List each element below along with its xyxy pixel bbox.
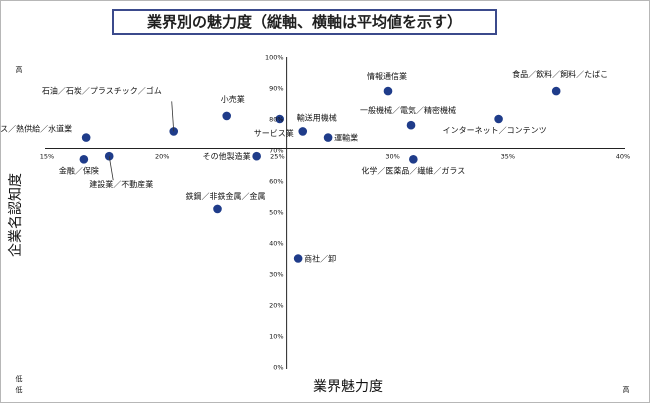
point-label: 鉄鋼／非鉄金属／金属 (185, 191, 265, 201)
y-tick-label: 80% (269, 116, 283, 124)
data-point (298, 127, 308, 136)
point-label: 石油／石炭／プラスチック／ゴム (42, 85, 162, 95)
y-tick-label: 20% (269, 302, 283, 310)
y-tick-label: 100% (265, 54, 284, 62)
data-point (494, 114, 503, 124)
x-high-label: 高 (623, 385, 630, 394)
y-tick-label: 0% (273, 364, 283, 372)
x-tick-label: 15% (40, 152, 54, 160)
y-tick-label: 30% (269, 271, 283, 279)
point-label: 電気／ガス／熱供給／水道業 (0, 124, 72, 134)
y-tick-label: 70% (269, 147, 283, 155)
data-point (409, 155, 418, 164)
point-label: 商社／卸 (304, 254, 336, 264)
point-label: サービス業 (254, 128, 294, 138)
chart-title: 業界別の魅力度（縦軸、横軸は平均値を示す） (112, 9, 497, 35)
data-point (81, 133, 91, 142)
y-tick-label: 60% (269, 178, 283, 186)
x-tick-label: 20% (155, 152, 169, 160)
point-label: 食品／飲料／飼料／たばこ (512, 69, 608, 79)
y-tick-label: 40% (269, 240, 283, 248)
x-tick-label: 25% (270, 152, 284, 160)
x-axis-title: 業界魅力度 (313, 379, 383, 395)
data-point (275, 114, 285, 124)
point-label: 輸送用機械 (297, 112, 337, 122)
point-label: インターネット／コンテンツ (443, 126, 547, 135)
leader-line (171, 101, 175, 132)
data-point (551, 86, 561, 96)
data-point (323, 133, 333, 142)
y-tick-label: 90% (269, 85, 283, 93)
data-point (222, 111, 232, 121)
point-label: その他製造業 (203, 151, 251, 161)
data-point (383, 86, 393, 96)
y-low-label: 低 (16, 374, 23, 383)
point-label: 運輸業 (334, 133, 358, 143)
data-point (104, 151, 114, 161)
x-tick-label: 35% (501, 152, 515, 160)
point-label: 情報通信業 (367, 71, 407, 81)
data-point (213, 204, 222, 214)
data-point (406, 120, 416, 130)
point-label: 金融／保険 (59, 165, 99, 175)
data-point (79, 155, 89, 164)
data-point (293, 254, 303, 263)
y-axis-title: 企業名認知度 (7, 173, 24, 257)
y-tick-label: 50% (269, 209, 283, 217)
point-label: 化学／医薬品／繊維／ガラス (361, 165, 465, 175)
x-tick-label: 30% (385, 152, 399, 160)
point-label: 一般機械／電気／精密機械 (360, 105, 456, 115)
x-tick-label: 40% (616, 152, 630, 160)
x-low-label: 低 (16, 385, 23, 394)
y-tick-label: 10% (269, 333, 283, 341)
point-label: 小売業 (221, 94, 245, 104)
y-high-label: 高 (16, 65, 23, 74)
point-label: 建設業／不動産業 (89, 179, 153, 189)
leader-line (108, 156, 114, 181)
data-point (252, 151, 261, 161)
